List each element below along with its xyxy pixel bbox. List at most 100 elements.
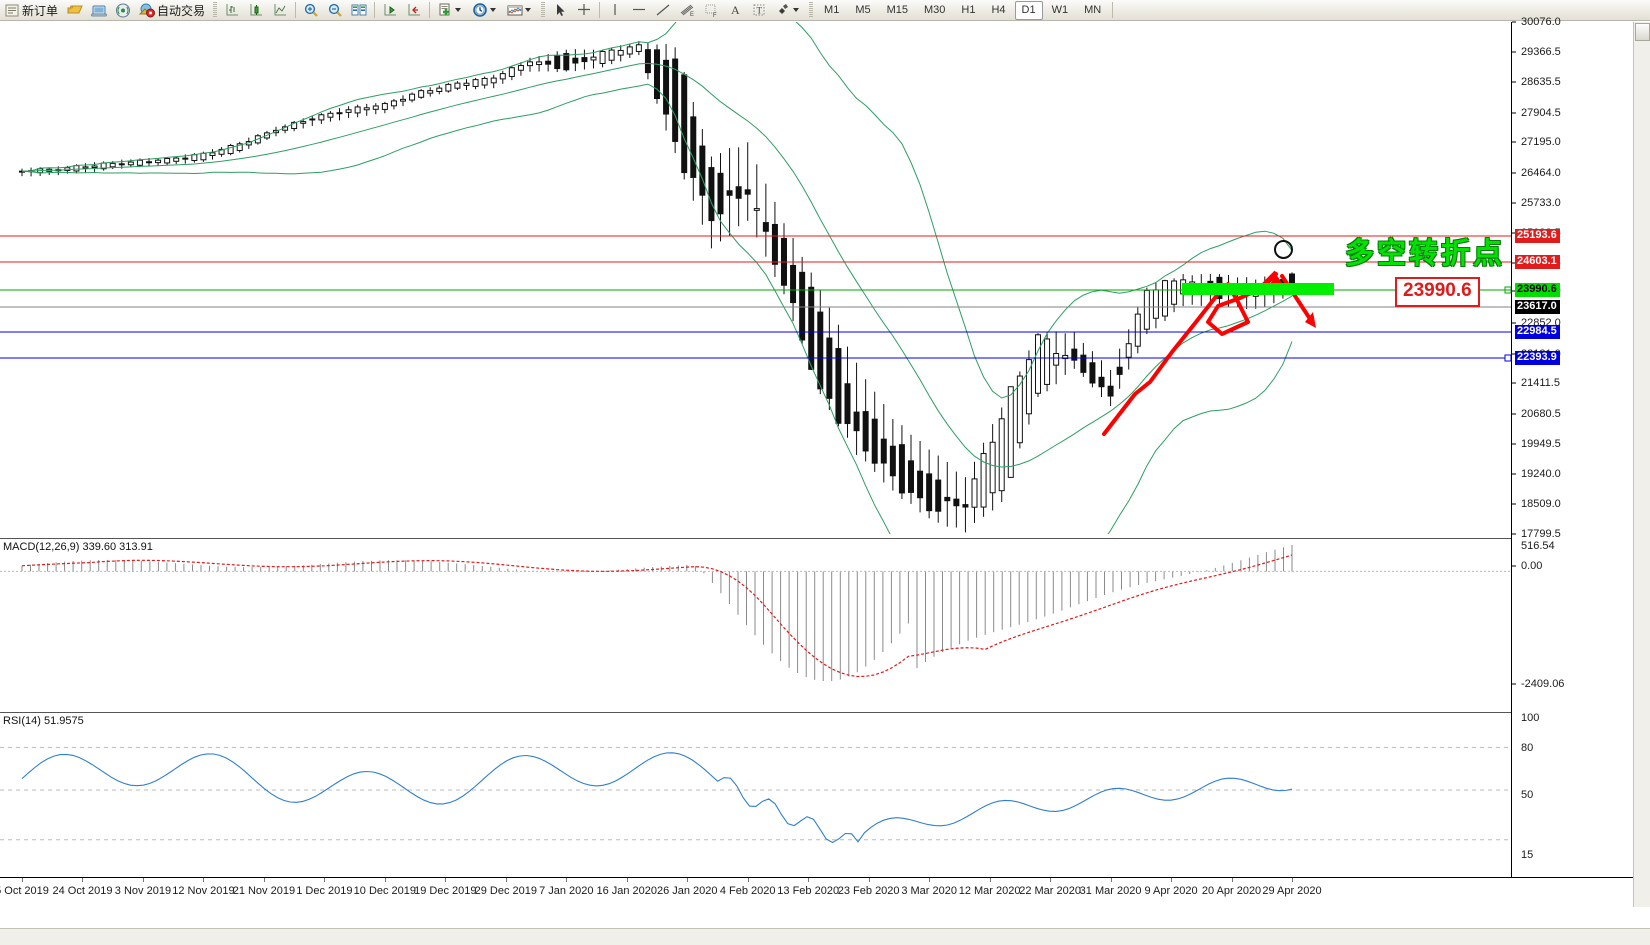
date-axis-label: 19 Dec 2019 xyxy=(414,885,477,897)
date-axis-label: 10 Dec 2019 xyxy=(353,885,417,897)
channel-button[interactable]: F xyxy=(699,1,723,20)
date-axis-tick xyxy=(989,878,991,882)
crosshair-icon xyxy=(575,2,593,19)
price-axis-tag[interactable]: 24603.1 xyxy=(1515,255,1560,269)
date-axis-tick xyxy=(384,878,386,882)
vline-button[interactable] xyxy=(603,1,627,20)
template-button[interactable] xyxy=(433,1,468,20)
timeframe-m30[interactable]: M30 xyxy=(924,3,946,16)
date-axis-label: 12 Nov 2019 xyxy=(172,885,235,897)
price-axis-label: 30076.0 xyxy=(1521,16,1561,28)
indicators-chevron-down-icon[interactable] xyxy=(525,8,532,12)
hline-button[interactable] xyxy=(627,1,651,20)
crosshair-button[interactable] xyxy=(572,1,596,20)
price-axis-label: 21411.5 xyxy=(1521,377,1560,390)
toolbar-grip-2[interactable] xyxy=(541,2,546,18)
price-axis-tag[interactable]: 25193.6 xyxy=(1515,229,1560,243)
toolbar-grip-1[interactable] xyxy=(213,2,218,18)
timeframe-d1[interactable]: D1 xyxy=(1014,0,1043,20)
zoom-out-button[interactable] xyxy=(323,1,347,20)
folder-button[interactable] xyxy=(63,1,87,20)
price-axis-label: 27195.0 xyxy=(1521,136,1561,149)
price-axis-tick xyxy=(1512,443,1516,445)
price-axis-tick xyxy=(1512,21,1516,23)
date-axis-label: 21 Nov 2019 xyxy=(232,885,296,897)
trendline-button[interactable] xyxy=(651,1,675,20)
text-label-button[interactable]: A xyxy=(723,1,747,20)
chart-autoscroll-button[interactable] xyxy=(402,1,426,20)
price-axis-tick xyxy=(1512,81,1516,83)
date-axis-tick xyxy=(747,878,749,882)
laptop-icon xyxy=(90,2,108,19)
tile-windows-button[interactable] xyxy=(347,1,371,20)
price-chart-pane[interactable] xyxy=(0,22,1511,534)
date-axis-tick xyxy=(566,878,568,882)
zoom-in-button[interactable] xyxy=(299,1,323,20)
date-axis-label: 16 Jan 2020 xyxy=(596,885,658,897)
support-zone-marker xyxy=(1182,283,1334,295)
date-axis-tick xyxy=(1171,878,1173,882)
text-box-button[interactable]: T xyxy=(747,1,771,20)
vertical-scrollbar-thumb[interactable] xyxy=(1635,23,1650,41)
date-axis-label: 24 Oct 2019 xyxy=(52,885,113,897)
price-axis-label: 19949.5 xyxy=(1521,438,1561,451)
date-axis-label: 3 Nov 2019 xyxy=(114,885,172,897)
price-axis-tag[interactable]: 22393.9 xyxy=(1515,351,1560,365)
timeframe-m15[interactable]: M15 xyxy=(886,3,908,16)
line-chart-icon xyxy=(271,2,289,19)
cursor-button[interactable] xyxy=(548,1,572,20)
objects-button[interactable] xyxy=(771,1,806,20)
price-axis-tick xyxy=(1512,112,1516,114)
timeframe-w1[interactable]: W1 xyxy=(1051,3,1069,16)
horizontal-scrollbar[interactable] xyxy=(0,928,1650,945)
zoom-in-icon xyxy=(302,2,320,19)
price-axis-label: 25733.0 xyxy=(1521,197,1561,210)
price-axis-tag[interactable]: 23617.0 xyxy=(1515,300,1560,314)
text-label-icon: A xyxy=(726,2,744,19)
date-axis-tick xyxy=(1292,878,1293,882)
objects-chevron-down-icon[interactable] xyxy=(793,8,800,12)
toolbar-grip-3[interactable] xyxy=(809,2,814,18)
date-axis-label: 26 Jan 2020 xyxy=(656,885,718,897)
period-chevron-down-icon[interactable] xyxy=(490,8,497,12)
main-toolbar[interactable]: 新订单 自动交易 xyxy=(0,0,1650,21)
timeframe-m5[interactable]: M5 xyxy=(855,3,871,16)
new-order-button[interactable]: 新订单 xyxy=(0,1,63,20)
vertical-scrollbar[interactable] xyxy=(1633,22,1650,907)
timeframe-mn[interactable]: MN xyxy=(1084,3,1102,16)
date-axis-tick xyxy=(22,878,23,882)
fibonacci-button[interactable]: E xyxy=(675,1,699,20)
line-chart-button[interactable] xyxy=(268,1,292,20)
macd-axis-tick xyxy=(1512,683,1516,685)
indicators-button[interactable] xyxy=(503,1,538,20)
text-box-icon: T xyxy=(750,2,768,19)
date-axis[interactable]: 5 Oct 2019 24 Oct 2019 3 Nov 2019 12 Nov 20… xyxy=(0,877,1634,908)
rsi-pane[interactable]: RSI(14) 51.9575 xyxy=(0,712,1511,878)
price-axis[interactable]: 30076.0 29366.5 28635.5 27904.5 27195.0 26464… xyxy=(1511,16,1634,877)
candle-chart-button[interactable] xyxy=(244,1,268,20)
chart-shift-button[interactable] xyxy=(378,1,402,20)
date-axis-label: 22 Mar 2020 xyxy=(1019,885,1081,897)
market-watch-button[interactable] xyxy=(111,1,135,20)
timeframe-bar[interactable]: M1 M5 M15 M30 H1 H4 D1 W1 MN xyxy=(816,0,1109,20)
timeframe-h4[interactable]: H4 xyxy=(991,3,1006,16)
price-axis-tag[interactable]: 23990.6 xyxy=(1515,283,1560,297)
bar-chart-button[interactable] xyxy=(220,1,244,20)
autotrading-button[interactable]: 自动交易 xyxy=(135,1,210,20)
rsi-axis-label: 15 xyxy=(1521,849,1534,861)
price-axis-tick xyxy=(1512,322,1516,324)
price-axis-tick xyxy=(1512,533,1516,535)
template-chevron-down-icon[interactable] xyxy=(455,8,462,12)
macd-pane[interactable]: MACD(12,26,9) 339.60 313.91 xyxy=(0,538,1511,707)
period-button[interactable] xyxy=(468,1,503,20)
timeframe-m1[interactable]: M1 xyxy=(824,3,840,16)
macd-axis-tick xyxy=(1512,565,1516,567)
autotrading-icon xyxy=(138,2,156,19)
svg-text:F: F xyxy=(713,13,717,19)
terminal-button[interactable] xyxy=(87,1,111,20)
price-axis-tick xyxy=(1512,413,1516,415)
date-axis-label: 23 Feb 2020 xyxy=(837,885,900,897)
date-axis-label: 31 Mar 2020 xyxy=(1079,885,1142,897)
price-axis-tag[interactable]: 22984.5 xyxy=(1515,325,1560,339)
timeframe-h1[interactable]: H1 xyxy=(961,3,976,16)
